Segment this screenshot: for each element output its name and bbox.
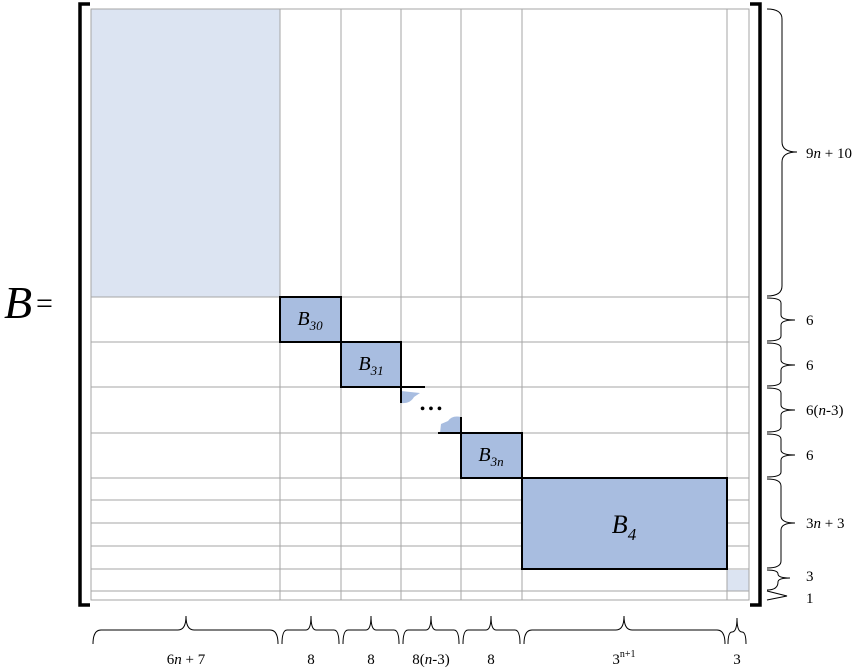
block-b30 <box>279 296 342 343</box>
block-b31-label: B31 <box>358 353 383 378</box>
svg-text:8: 8 <box>367 652 375 668</box>
svg-text:6: 6 <box>806 448 814 464</box>
continuation-fragment-top <box>400 386 425 404</box>
svg-text:6n + 7: 6n + 7 <box>167 652 206 668</box>
bottom-right-shaded-cell <box>727 570 749 591</box>
svg-text:8: 8 <box>487 652 495 668</box>
grid-lines <box>90 8 750 601</box>
row-dimension-labels: 9n + 10 6 6 6(n-3) 6 3n + 3 3 1 <box>806 146 852 607</box>
svg-text:6: 6 <box>806 358 814 374</box>
svg-text:3n + 3: 3n + 3 <box>806 516 844 532</box>
svg-text:8(n-3): 8(n-3) <box>412 652 450 668</box>
svg-text:3n+1: 3n+1 <box>612 649 635 668</box>
svg-text:1: 1 <box>806 591 814 607</box>
block-b3n-label: B3n <box>478 444 503 469</box>
block-b31 <box>340 341 402 388</box>
right-matrix-bracket <box>750 2 762 607</box>
svg-text:6: 6 <box>806 313 814 329</box>
block-b30-label: B30 <box>297 308 323 333</box>
svg-text:8: 8 <box>307 652 315 668</box>
svg-text:3: 3 <box>733 652 741 668</box>
block-b4 <box>521 477 728 570</box>
left-matrix-bracket <box>78 2 90 607</box>
top-left-shaded-region <box>91 9 280 297</box>
row-braces <box>766 8 798 601</box>
block-b4-label: B4 <box>612 510 637 544</box>
column-braces <box>92 615 747 645</box>
svg-text:6(n-3): 6(n-3) <box>806 403 844 419</box>
matrix-name: B <box>4 277 32 328</box>
svg-text:3: 3 <box>806 569 814 585</box>
column-dimension-labels: 6n + 7 8 8 8(n-3) 8 3n+1 3 <box>167 649 741 668</box>
equals-sign: = <box>36 287 53 320</box>
continuation-fragment-bottom <box>438 416 462 434</box>
ellipsis: • • • <box>420 402 442 417</box>
block-b3n <box>460 432 523 479</box>
svg-text:9n + 10: 9n + 10 <box>806 146 852 162</box>
